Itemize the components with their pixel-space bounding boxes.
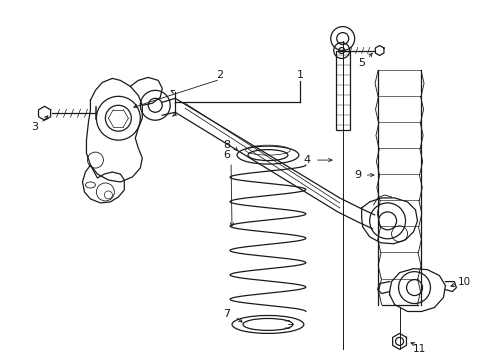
- Text: 3: 3: [31, 122, 38, 132]
- Text: 8: 8: [223, 140, 230, 150]
- Bar: [335, 50, 349, 130]
- Text: 6: 6: [223, 150, 230, 160]
- Text: 9: 9: [353, 170, 361, 180]
- Text: 10: 10: [456, 276, 469, 287]
- Text: 2: 2: [216, 71, 223, 80]
- Text: 5: 5: [357, 58, 365, 68]
- Text: 1: 1: [296, 71, 303, 80]
- Text: 4: 4: [303, 155, 310, 165]
- Text: 11: 11: [412, 345, 425, 354]
- Text: 7: 7: [223, 310, 230, 319]
